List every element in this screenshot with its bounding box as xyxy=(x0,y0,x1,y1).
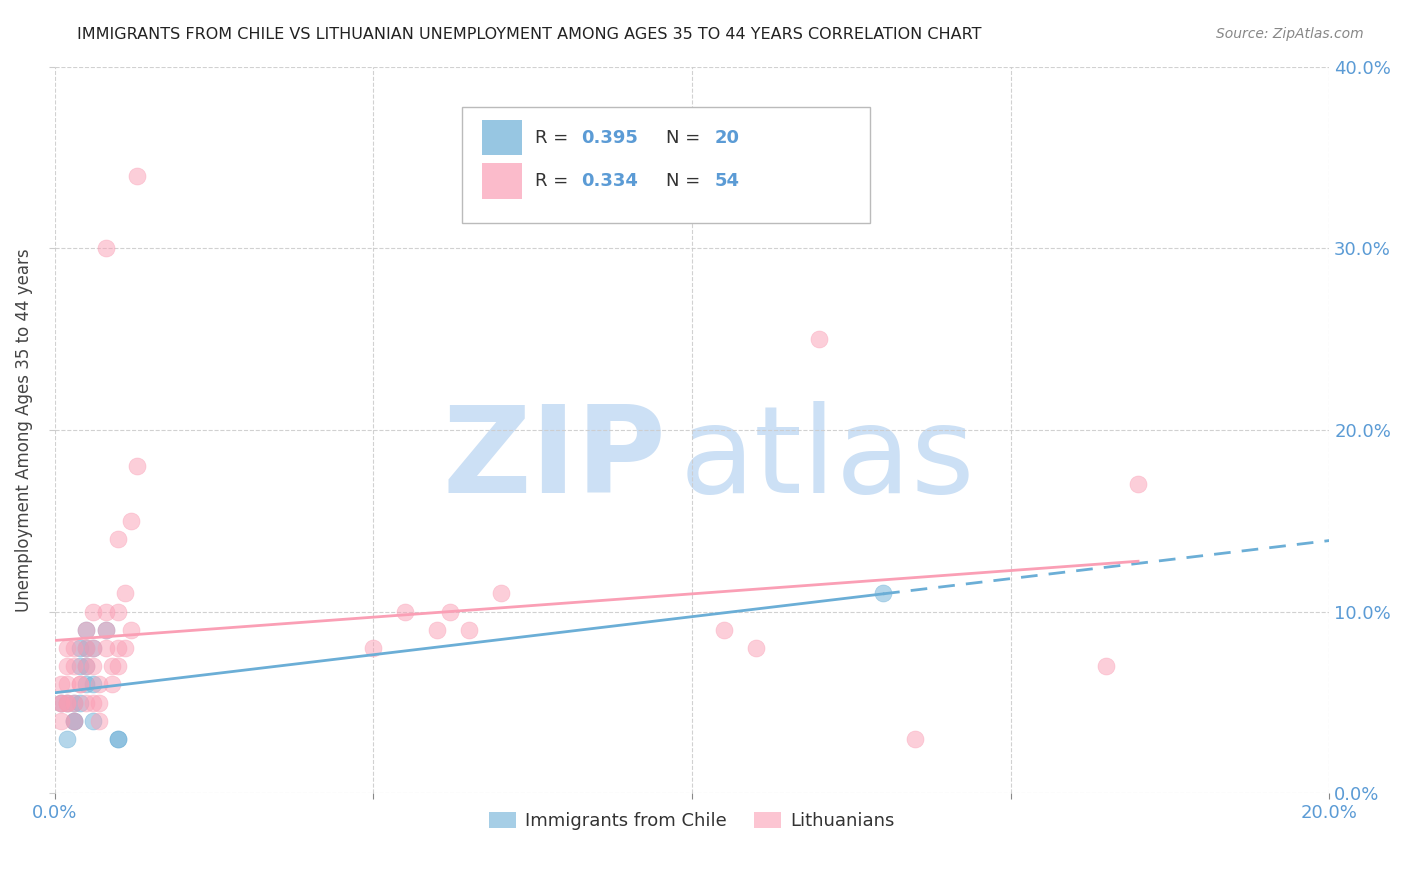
Point xyxy=(713,623,735,637)
Point xyxy=(1095,659,1118,673)
Point xyxy=(82,659,104,673)
Text: 0.334: 0.334 xyxy=(581,172,638,190)
Point xyxy=(62,714,84,728)
Y-axis label: Unemployment Among Ages 35 to 44 years: Unemployment Among Ages 35 to 44 years xyxy=(15,248,32,612)
Point xyxy=(82,696,104,710)
Point xyxy=(426,623,449,637)
Point xyxy=(94,623,117,637)
Point xyxy=(872,586,894,600)
Point xyxy=(69,677,91,691)
Point xyxy=(94,640,117,655)
FancyBboxPatch shape xyxy=(482,120,523,155)
Point xyxy=(75,640,97,655)
Point xyxy=(89,677,111,691)
Point xyxy=(49,696,72,710)
Point xyxy=(361,640,384,655)
Point xyxy=(62,714,84,728)
Point xyxy=(75,659,97,673)
Point xyxy=(49,696,72,710)
Point xyxy=(75,623,97,637)
Point xyxy=(107,605,129,619)
Point xyxy=(75,677,97,691)
Point xyxy=(82,640,104,655)
Point xyxy=(101,659,124,673)
Text: 20: 20 xyxy=(714,128,740,147)
Point xyxy=(114,640,136,655)
Point xyxy=(56,696,79,710)
Point xyxy=(489,586,512,600)
Text: 0.395: 0.395 xyxy=(581,128,638,147)
Point xyxy=(56,677,79,691)
Point xyxy=(62,659,84,673)
Point xyxy=(744,640,766,655)
Text: N =: N = xyxy=(666,128,706,147)
Point xyxy=(457,623,479,637)
Point xyxy=(439,605,461,619)
Point xyxy=(75,623,97,637)
Point xyxy=(62,714,84,728)
Point xyxy=(107,731,129,746)
Point xyxy=(127,459,149,474)
Point xyxy=(49,677,72,691)
Point xyxy=(808,332,831,346)
Point xyxy=(120,623,142,637)
Point xyxy=(82,640,104,655)
Point xyxy=(56,696,79,710)
Point xyxy=(89,696,111,710)
Point xyxy=(49,714,72,728)
Text: IMMIGRANTS FROM CHILE VS LITHUANIAN UNEMPLOYMENT AMONG AGES 35 TO 44 YEARS CORRE: IMMIGRANTS FROM CHILE VS LITHUANIAN UNEM… xyxy=(77,27,981,42)
Point xyxy=(107,659,129,673)
Point xyxy=(69,640,91,655)
Point xyxy=(94,605,117,619)
Point xyxy=(75,696,97,710)
Point xyxy=(904,731,927,746)
Text: N =: N = xyxy=(666,172,706,190)
Point xyxy=(62,696,84,710)
Point xyxy=(62,640,84,655)
Point xyxy=(56,640,79,655)
Point xyxy=(114,586,136,600)
Point xyxy=(69,659,91,673)
Point xyxy=(82,605,104,619)
Text: atlas: atlas xyxy=(679,401,974,517)
Point xyxy=(101,677,124,691)
Point xyxy=(94,241,117,255)
Point xyxy=(56,731,79,746)
Text: 54: 54 xyxy=(714,172,740,190)
Point xyxy=(120,514,142,528)
Text: R =: R = xyxy=(536,128,574,147)
Point xyxy=(394,605,416,619)
Point xyxy=(94,623,117,637)
Point xyxy=(107,532,129,546)
Text: ZIP: ZIP xyxy=(443,401,666,517)
FancyBboxPatch shape xyxy=(463,106,870,223)
Point xyxy=(75,659,97,673)
Text: R =: R = xyxy=(536,172,574,190)
Point xyxy=(82,714,104,728)
Point xyxy=(89,714,111,728)
FancyBboxPatch shape xyxy=(482,163,523,199)
Point xyxy=(56,659,79,673)
Point xyxy=(75,640,97,655)
Point xyxy=(62,696,84,710)
Point xyxy=(69,677,91,691)
Point xyxy=(1126,477,1149,491)
Point xyxy=(107,640,129,655)
Point xyxy=(82,677,104,691)
Point xyxy=(127,169,149,183)
Point xyxy=(49,696,72,710)
Text: Source: ZipAtlas.com: Source: ZipAtlas.com xyxy=(1216,27,1364,41)
Point xyxy=(56,696,79,710)
Legend: Immigrants from Chile, Lithuanians: Immigrants from Chile, Lithuanians xyxy=(484,806,900,835)
Point xyxy=(107,731,129,746)
Point xyxy=(69,696,91,710)
